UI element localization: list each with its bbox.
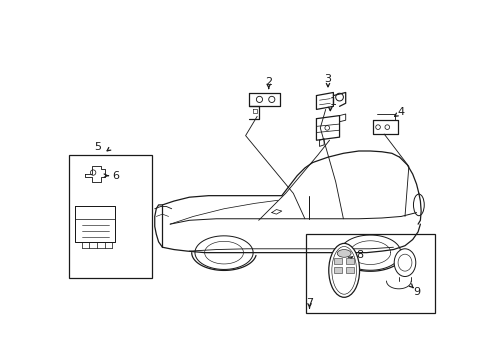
Ellipse shape: [393, 249, 415, 276]
Bar: [68, 155, 151, 278]
Text: 9: 9: [412, 287, 419, 297]
Ellipse shape: [328, 243, 359, 297]
Text: 2: 2: [264, 77, 272, 87]
Text: 1: 1: [329, 97, 336, 107]
Ellipse shape: [413, 194, 424, 216]
Ellipse shape: [397, 254, 411, 271]
Bar: [346, 267, 353, 274]
Text: 8: 8: [355, 250, 363, 260]
Ellipse shape: [331, 247, 356, 294]
Text: 6: 6: [113, 171, 120, 181]
Text: 5: 5: [94, 142, 101, 152]
Bar: [333, 258, 341, 264]
Ellipse shape: [337, 249, 350, 257]
Bar: [346, 258, 353, 264]
Text: 7: 7: [305, 298, 312, 309]
Bar: [333, 267, 341, 274]
Bar: [305, 234, 434, 313]
Text: 3: 3: [324, 73, 331, 84]
Text: 4: 4: [397, 108, 404, 117]
